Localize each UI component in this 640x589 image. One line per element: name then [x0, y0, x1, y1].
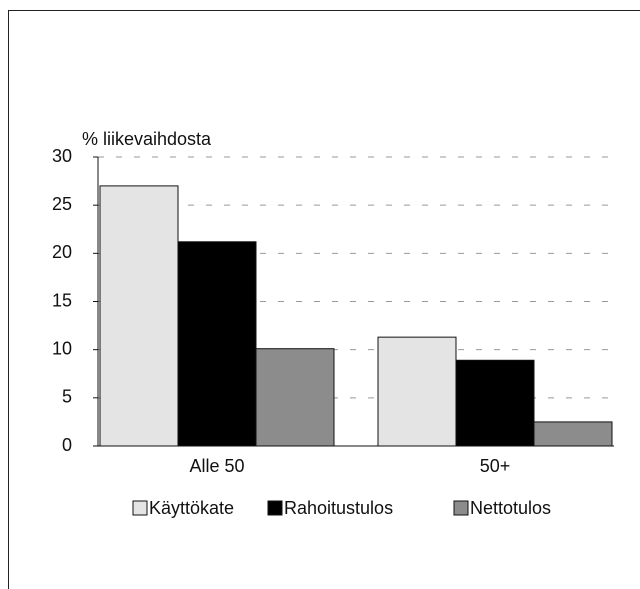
y-tick-label: 0	[62, 435, 72, 455]
legend-label: Nettotulos	[470, 498, 551, 518]
bar	[377, 336, 457, 447]
bar	[99, 185, 179, 447]
frame	[8, 10, 640, 589]
legend-swatch	[267, 500, 283, 516]
bar	[255, 348, 335, 447]
legend-swatch	[132, 500, 148, 516]
y-tick-label: 10	[52, 338, 72, 358]
x-tick-label: Alle 50	[189, 456, 244, 476]
legend-swatch	[453, 500, 469, 516]
y-tick-label: 15	[52, 290, 72, 310]
legend-label: Käyttökate	[149, 498, 234, 518]
legend-label: Rahoitustulos	[284, 498, 393, 518]
y-tick-label: 30	[52, 146, 72, 166]
bar	[533, 421, 613, 447]
y-axis-label: % liikevaihdosta	[82, 129, 212, 149]
y-tick-label: 5	[62, 387, 72, 407]
x-tick-label: 50+	[480, 456, 511, 476]
y-tick-label: 20	[52, 242, 72, 262]
y-tick-label: 25	[52, 194, 72, 214]
bar	[455, 359, 535, 447]
bar	[177, 241, 257, 447]
